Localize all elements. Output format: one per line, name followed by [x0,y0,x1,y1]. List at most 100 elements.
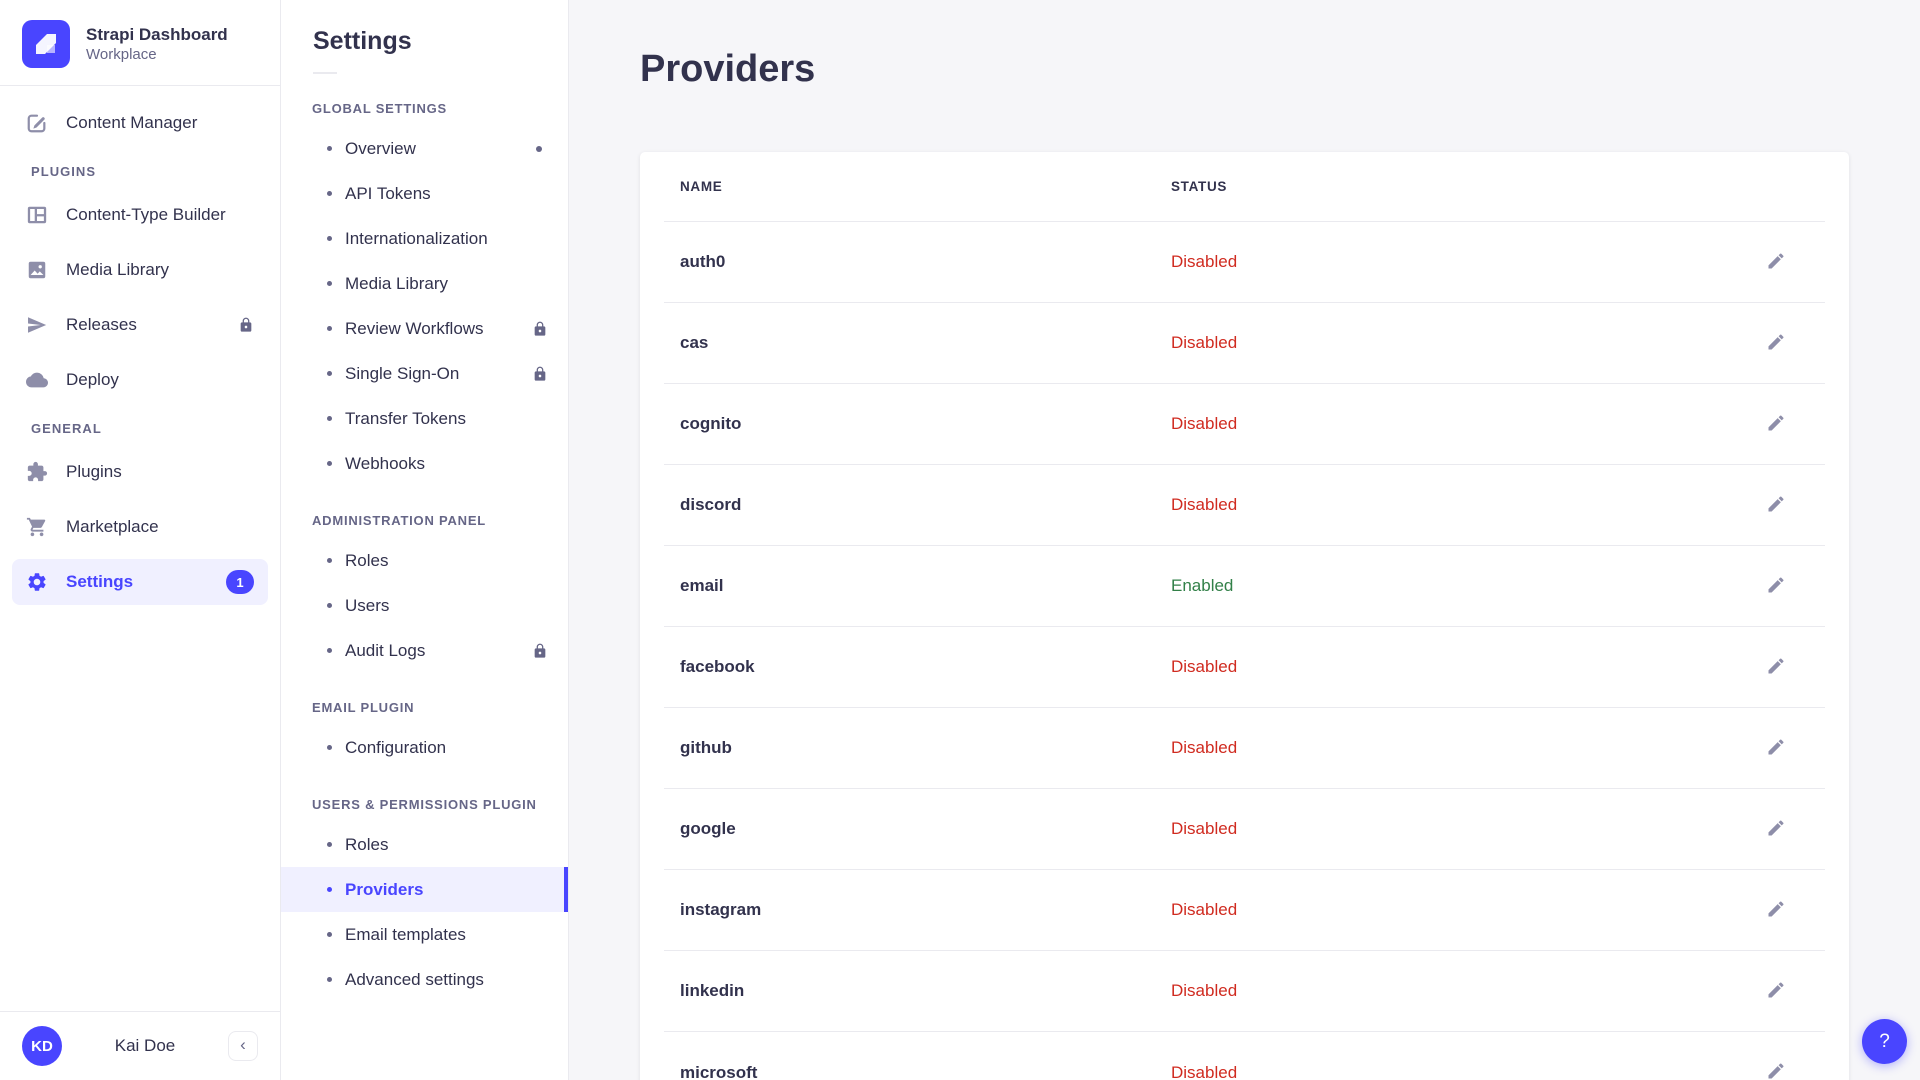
subnav-item-providers[interactable]: Providers [281,867,568,912]
table-row-instagram: instagram Disabled [664,870,1825,951]
subnav-item-label: Providers [345,879,424,899]
subnav-item-api-tokens[interactable]: API Tokens [281,171,568,216]
table-row-email: email Enabled [664,546,1825,627]
help-button[interactable]: ? [1862,1019,1907,1064]
sidebar-item-label: Deploy [66,370,119,389]
edit-provider-button[interactable] [1763,573,1789,599]
subnav-item-audit-logs[interactable]: Audit Logs [281,628,568,673]
subnav-item-label: Audit Logs [345,640,426,660]
sidebar-item-label: Plugins [66,462,122,481]
subnav-item-roles[interactable]: Roles [281,822,568,867]
bullet-icon [327,932,332,937]
provider-status: Disabled [1171,333,1238,352]
column-header-status: STATUS [1171,179,1228,194]
provider-status: Disabled [1171,1062,1238,1080]
subnav-item-overview[interactable]: Overview [281,126,568,171]
subnav-item-configuration[interactable]: Configuration [281,725,568,770]
subnav-item-single-sign-on[interactable]: Single Sign-On [281,351,568,396]
sidebar-item-settings[interactable]: Settings 1 [12,559,268,605]
strapi-logo-icon [22,20,70,68]
pencil-icon [1766,656,1786,679]
subnav-item-label: Internationalization [345,228,488,248]
provider-name: instagram [680,900,762,919]
subnav-item-label: Single Sign-On [345,363,460,383]
sidebar-item-deploy[interactable]: Deploy [12,357,268,403]
main-sidebar: Strapi Dashboard Workplace Content Manag… [0,0,281,1080]
releases-icon [26,314,48,336]
workspace-switcher[interactable]: Strapi Dashboard Workplace [0,0,280,85]
subnav-item-users[interactable]: Users [281,583,568,628]
pencil-icon [1766,332,1786,355]
table-row-github: github Disabled [664,708,1825,789]
provider-status: Disabled [1171,414,1238,433]
subnav-item-advanced-settings[interactable]: Advanced settings [281,957,568,1002]
lock-icon [532,366,548,382]
content-type-builder-icon [26,204,48,226]
subnav-item-label: Advanced settings [345,969,484,989]
brand-title: Strapi Dashboard [86,24,228,44]
sidebar-section-label-general: GENERAL [31,421,102,436]
sidebar-nav: Content Manager PLUGINS Content-Type Build… [0,86,280,1011]
provider-name: facebook [680,657,755,676]
table-row-auth0: auth0 Disabled [664,222,1825,303]
edit-provider-button[interactable] [1763,978,1789,1004]
subnav-item-review-workflows[interactable]: Review Workflows [281,306,568,351]
bullet-icon [327,842,332,847]
subnav-title-rule [313,72,337,74]
subnav-item-label: Review Workflows [345,318,484,338]
provider-name: google [680,819,736,838]
edit-provider-button[interactable] [1763,897,1789,923]
sidebar-item-marketplace[interactable]: Marketplace [12,504,268,550]
subnav-section-label-email-plugin: EMAIL PLUGIN [312,700,415,715]
sidebar-item-label: Content-Type Builder [66,205,226,224]
edit-provider-button[interactable] [1763,735,1789,761]
page-title: Providers [640,48,816,90]
edit-provider-button[interactable] [1763,816,1789,842]
lock-icon [532,643,548,659]
provider-name: auth0 [680,252,726,271]
edit-provider-button[interactable] [1763,411,1789,437]
table-header: NAME STATUS [664,152,1825,222]
pencil-icon [1766,413,1786,436]
sidebar-item-releases[interactable]: Releases [12,302,268,348]
sidebar-item-plugins[interactable]: Plugins [12,449,268,495]
pencil-icon [1766,1061,1786,1080]
subnav-item-media-library[interactable]: Media Library [281,261,568,306]
subnav-item-internationalization[interactable]: Internationalization [281,216,568,261]
subnav-item-label: API Tokens [345,183,431,203]
sidebar-item-content-manager[interactable]: Content Manager [12,100,268,146]
lock-icon [532,321,548,337]
subnav-item-label: Overview [345,138,416,158]
table-row-cas: cas Disabled [664,303,1825,384]
subnav-item-roles[interactable]: Roles [281,538,568,583]
pencil-icon [1766,737,1786,760]
table-row-google: google Disabled [664,789,1825,870]
edit-provider-button[interactable] [1763,1060,1789,1080]
sidebar-item-content-type-builder[interactable]: Content-Type Builder [12,192,268,238]
avatar[interactable]: KD [22,1026,62,1066]
media-library-icon [26,259,48,281]
edit-provider-button[interactable] [1763,330,1789,356]
collapse-sidebar-button[interactable]: ‹ [228,1031,258,1061]
subnav-item-label: Webhooks [345,453,426,473]
edit-provider-button[interactable] [1763,249,1789,275]
edit-provider-button[interactable] [1763,492,1789,518]
pencil-icon [1766,251,1786,274]
user-area: KD Kai Doe ‹ [0,1012,280,1080]
bullet-icon [327,648,332,653]
provider-status: Disabled [1171,495,1238,514]
subnav-item-webhooks[interactable]: Webhooks [281,441,568,486]
provider-name: cognito [680,414,742,433]
chevron-left-icon: ‹ [240,1035,246,1054]
subnav-item-email-templates[interactable]: Email templates [281,912,568,957]
provider-name: linkedin [680,981,745,1000]
table-body: auth0 Disabled cas Disabled cognito Disabled d… [640,222,1849,1080]
subnav-item-transfer-tokens[interactable]: Transfer Tokens [281,396,568,441]
sidebar-item-media-library[interactable]: Media Library [12,247,268,293]
edit-provider-button[interactable] [1763,654,1789,680]
bullet-icon [327,977,332,982]
subnav-section-label-administration-panel: ADMINISTRATION PANEL [312,513,486,528]
provider-name: email [680,576,724,595]
subnav-item-label: Users [345,595,390,615]
